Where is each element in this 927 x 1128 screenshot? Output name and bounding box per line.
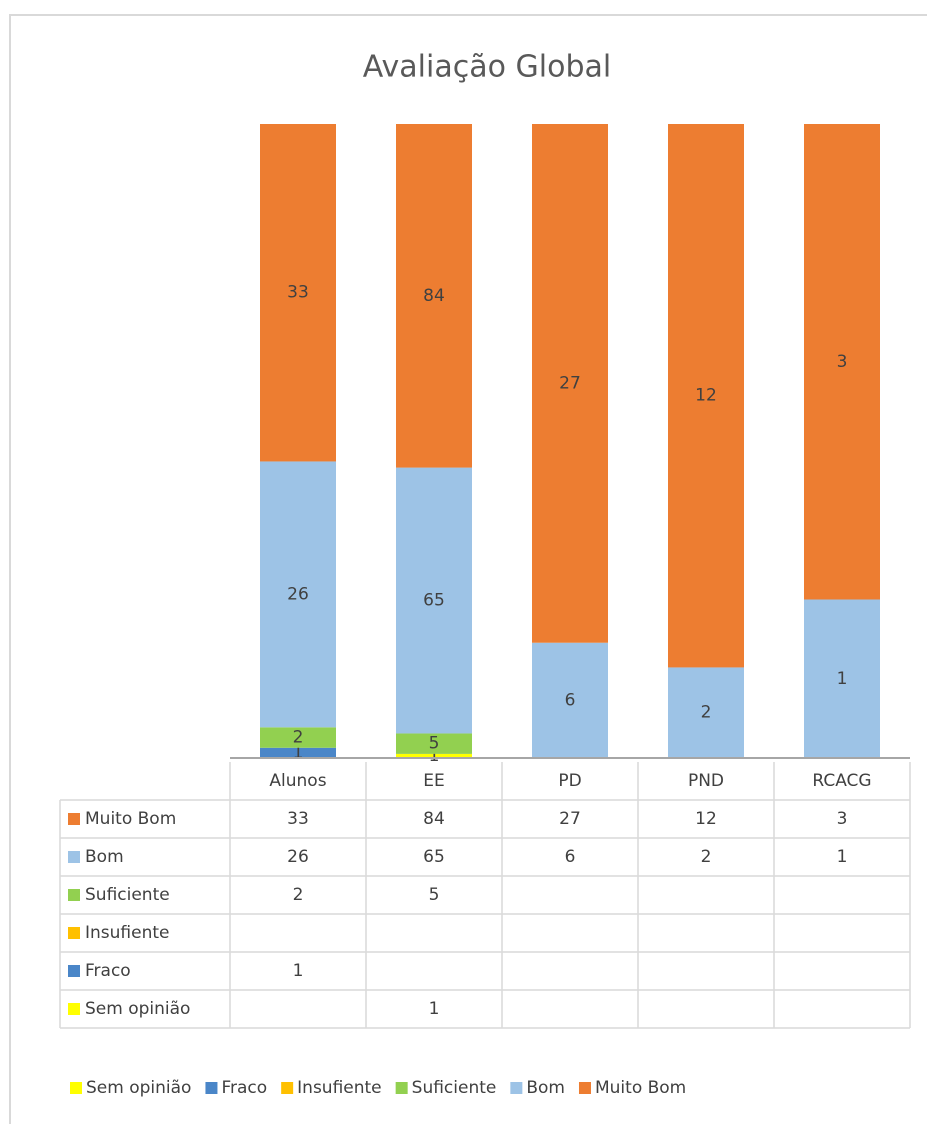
- legend-key: [578, 1082, 591, 1094]
- table-cell: 26: [287, 847, 309, 867]
- data-label: 1: [293, 743, 304, 763]
- table-cell: 33: [287, 809, 309, 829]
- legend-label: Muito Bom: [595, 1078, 686, 1098]
- data-label: 26: [287, 584, 309, 604]
- legend-key: [510, 1082, 523, 1094]
- x-tick-label: RCACG: [812, 771, 871, 791]
- legend-label: Suficiente: [412, 1078, 497, 1098]
- bar-segment: [396, 467, 472, 734]
- row-label: Muito Bom: [85, 809, 176, 829]
- bar-segment: [396, 753, 472, 758]
- table-cell: 3: [837, 809, 848, 829]
- data-label: 12: [695, 386, 717, 406]
- data-label: 65: [423, 591, 445, 611]
- x-tick-label: Alunos: [269, 771, 326, 791]
- table-cell: 65: [423, 847, 445, 867]
- x-tick-label: PD: [558, 771, 581, 791]
- table-cell: 27: [559, 809, 581, 829]
- legend-key: [205, 1082, 218, 1094]
- row-label: Suficiente: [85, 885, 170, 905]
- legend-label: Sem opinião: [86, 1078, 191, 1098]
- bar-segment: [668, 667, 744, 758]
- data-label: 3: [837, 352, 848, 372]
- bar-segment: [260, 124, 336, 462]
- data-label: 2: [701, 703, 712, 723]
- row-label: Insufiente: [85, 923, 170, 943]
- bar-segment: [804, 599, 880, 758]
- bar-segment: [260, 461, 336, 728]
- data-label: 6: [565, 690, 576, 710]
- table-cell: 2: [293, 885, 304, 905]
- x-tick-label: PND: [688, 771, 724, 791]
- data-label: 5: [429, 734, 440, 754]
- legend-key: [281, 1082, 294, 1094]
- legend-key: [70, 1082, 82, 1094]
- table-cell: 6: [565, 847, 576, 867]
- legend-key: [68, 965, 80, 977]
- legend-label: Bom: [526, 1078, 565, 1098]
- data-label: 84: [423, 286, 445, 306]
- data-label: 27: [559, 373, 581, 393]
- data-label: 1: [837, 669, 848, 689]
- data-label: 2: [293, 728, 304, 748]
- bar-segment: [804, 124, 880, 600]
- legend-label: Insufiente: [297, 1078, 382, 1098]
- bar-segment: [396, 733, 472, 754]
- chart-title: Avaliação Global: [363, 50, 611, 85]
- data-label: 1: [429, 746, 440, 766]
- legend-key: [68, 813, 80, 825]
- legend-key: [68, 889, 80, 901]
- bar-segment: [260, 747, 336, 758]
- row-label: Fraco: [85, 961, 131, 981]
- legend-label: Fraco: [221, 1078, 267, 1098]
- table-cell: 5: [429, 885, 440, 905]
- bar-segment: [260, 727, 336, 748]
- table-cell: 1: [837, 847, 848, 867]
- row-label: Bom: [85, 847, 124, 867]
- x-tick-label: EE: [423, 771, 444, 791]
- legend-key: [68, 927, 80, 939]
- row-label: Sem opinião: [85, 999, 190, 1019]
- bar-segment: [532, 124, 608, 643]
- table-cell: 2: [701, 847, 712, 867]
- bar-segment: [668, 124, 744, 668]
- legend-key: [68, 1003, 80, 1015]
- bar-segment: [396, 124, 472, 468]
- bar-segment: [532, 642, 608, 758]
- legend-key: [395, 1082, 408, 1094]
- data-label: 33: [287, 283, 309, 303]
- legend-key: [68, 851, 80, 863]
- table-cell: 84: [423, 809, 445, 829]
- table-cell: 1: [429, 999, 440, 1019]
- table-cell: 12: [695, 809, 717, 829]
- table-cell: 1: [293, 961, 304, 981]
